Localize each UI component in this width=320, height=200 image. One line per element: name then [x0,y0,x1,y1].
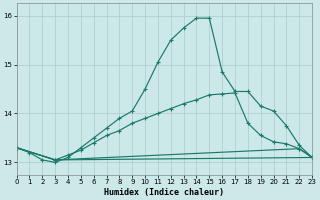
X-axis label: Humidex (Indice chaleur): Humidex (Indice chaleur) [104,188,224,197]
